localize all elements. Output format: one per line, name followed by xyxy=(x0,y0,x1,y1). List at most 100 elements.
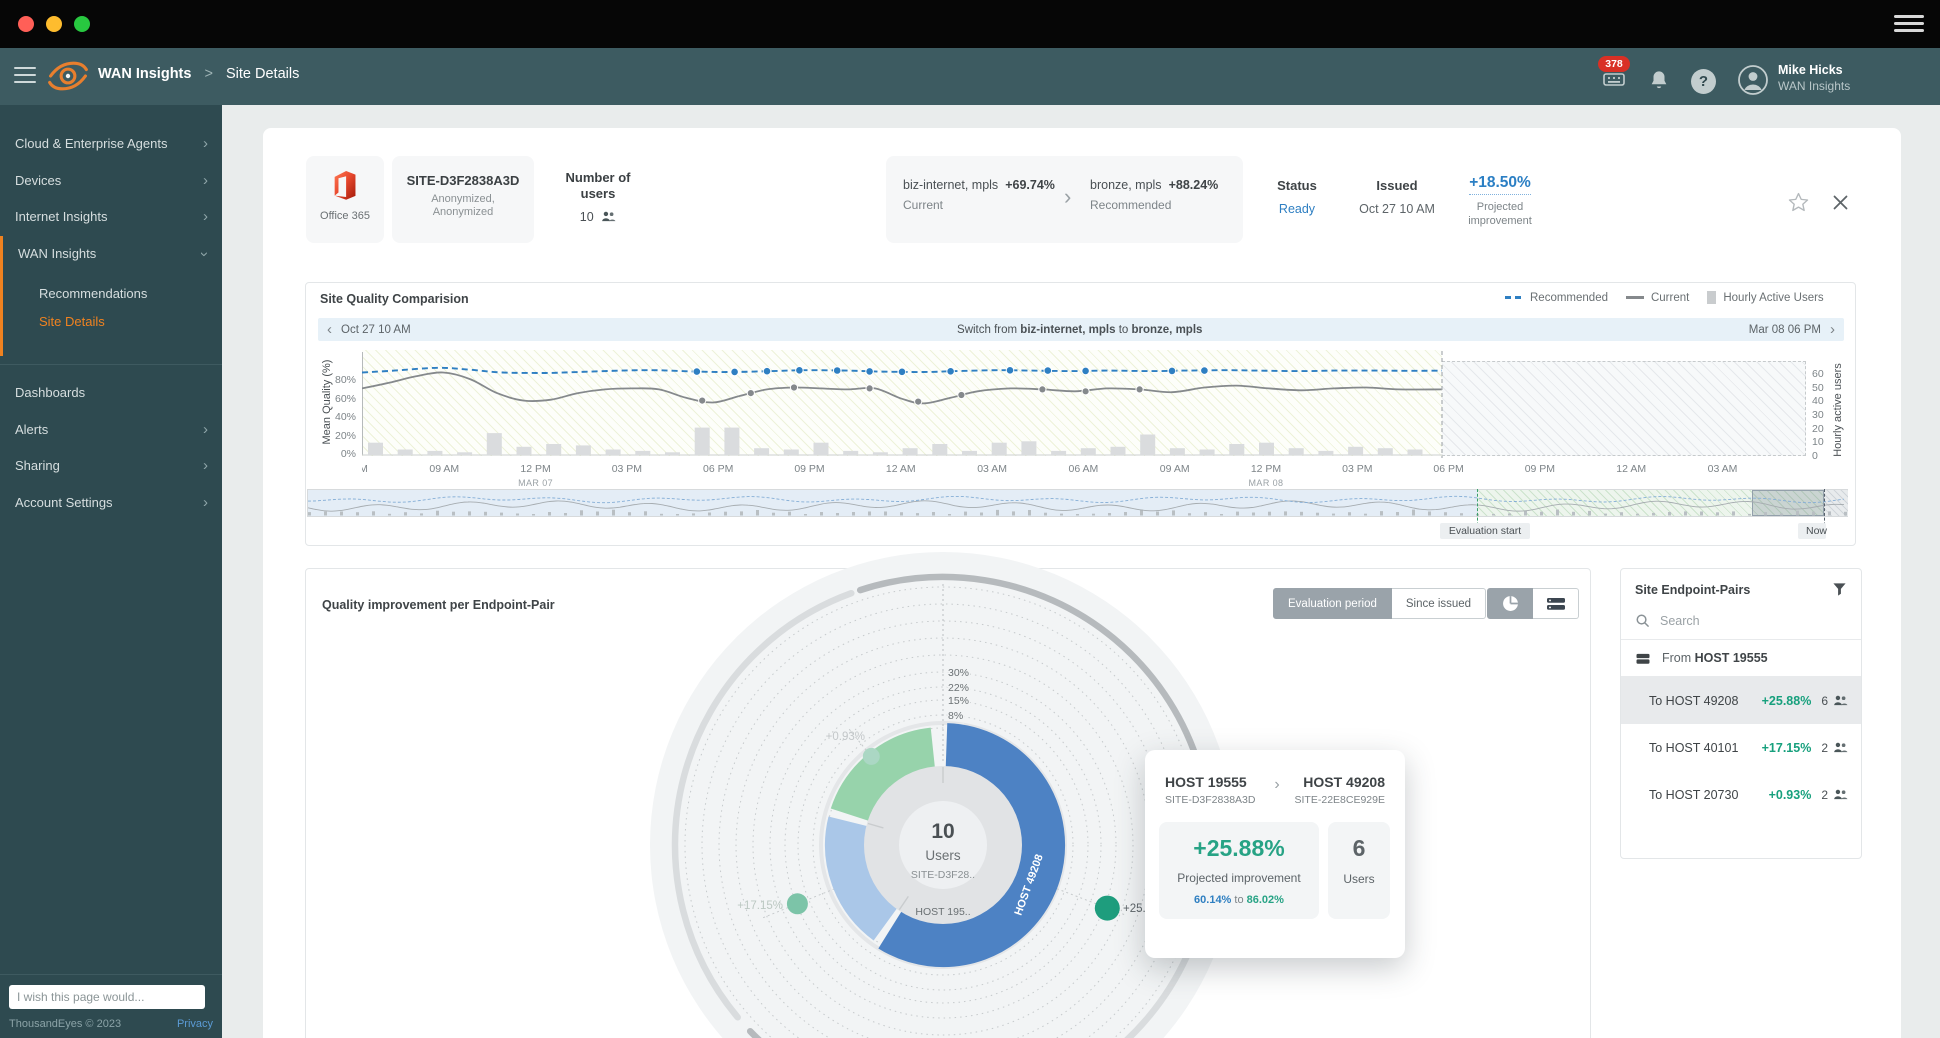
x-tick: 06 PM xyxy=(703,463,733,475)
notifications-bell-icon[interactable] xyxy=(1648,69,1670,98)
issued-label: Issued xyxy=(1352,178,1442,193)
breadcrumb-site-details: Site Details xyxy=(226,66,299,82)
sidebar-item-internet-insights[interactable]: Internet Insights› xyxy=(0,199,222,236)
legend-recommended: Recommended xyxy=(1505,292,1608,304)
view-toggle xyxy=(1487,588,1579,619)
endpoint-pair-row[interactable]: To HOST 20730+0.93%2 xyxy=(1621,771,1861,818)
application-label: Office 365 xyxy=(306,210,384,222)
sidebar-item-sharing[interactable]: Sharing› xyxy=(0,448,222,485)
period-toggle: Evaluation period Since issued xyxy=(1273,588,1486,619)
tooltip-users-box: 6 Users xyxy=(1328,822,1390,919)
since-issued-button[interactable]: Since issued xyxy=(1392,588,1486,619)
svg-text:15%: 15% xyxy=(948,695,969,707)
svg-text:22%: 22% xyxy=(948,682,969,694)
y2-tick: 60 xyxy=(1812,368,1824,380)
x-tick: 12 PM xyxy=(520,463,550,475)
chevron-down-icon: › xyxy=(185,251,222,256)
quality-comparison-chart[interactable] xyxy=(362,348,1808,460)
search-icon xyxy=(1635,613,1650,628)
tooltip-users-label: Users xyxy=(1328,872,1390,886)
sidebar-item-devices[interactable]: Devices› xyxy=(0,163,222,200)
updates-indicator[interactable]: 378 xyxy=(1596,54,1632,87)
radial-view-button[interactable] xyxy=(1487,588,1533,619)
endpoint-search-input[interactable] xyxy=(1660,614,1810,628)
users-icon xyxy=(1833,789,1848,800)
user-avatar[interactable] xyxy=(1738,65,1768,100)
chevron-right-icon: › xyxy=(203,199,208,236)
thousandeyes-logo-icon[interactable] xyxy=(46,57,90,100)
list-view-button[interactable] xyxy=(1533,588,1579,619)
window-minimize-button[interactable] xyxy=(46,16,62,32)
wan-insights-app: WAN Insights > Site Details 378 ? xyxy=(0,0,1940,1038)
chevron-right-icon: › xyxy=(1064,184,1071,210)
feedback-input[interactable] xyxy=(9,985,205,1009)
application-tile[interactable]: Office 365 xyxy=(306,156,384,243)
time-range-bar: ‹ Oct 27 10 AM Switch from biz-internet,… xyxy=(318,318,1844,341)
hamburger-menu-icon[interactable] xyxy=(14,67,36,85)
current-label: Current xyxy=(903,198,1055,212)
sidebar-item-account-settings[interactable]: Account Settings› xyxy=(0,485,222,522)
svg-text:8%: 8% xyxy=(948,710,963,722)
x-tick: 06 AM xyxy=(362,463,368,475)
tooltip-improvement-value: +25.88% xyxy=(1159,835,1319,862)
window-close-button[interactable] xyxy=(18,16,34,32)
breadcrumb-wan-insights[interactable]: WAN Insights xyxy=(98,66,191,82)
bar-swatch xyxy=(1707,291,1716,304)
svg-text:SITE-D3F28..: SITE-D3F28.. xyxy=(911,869,975,881)
filter-funnel-icon[interactable] xyxy=(1832,582,1847,597)
status-label: Status xyxy=(1262,178,1332,193)
sidebar: Cloud & Enterprise Agents›Devices›Intern… xyxy=(0,105,222,1038)
recommended-label: Recommended xyxy=(1090,198,1218,212)
site-tile[interactable]: SITE-D3F2838A3D Anonymized, Anonymized xyxy=(392,156,534,243)
sidebar-item-recommendations[interactable]: Recommendations xyxy=(3,280,222,308)
from-host-name: HOST 19555 xyxy=(1695,651,1768,665)
timeline-minimap[interactable] xyxy=(307,489,1848,517)
range-end: Mar 08 06 PM xyxy=(1749,324,1821,336)
endpoint-pair-row[interactable]: To HOST 40101+17.15%2 xyxy=(1621,724,1861,771)
help-icon[interactable]: ? xyxy=(1691,69,1716,94)
x-tick: 03 PM xyxy=(1342,463,1372,475)
close-icon[interactable] xyxy=(1833,195,1848,215)
chevron-left-icon[interactable]: ‹ xyxy=(318,321,341,338)
current-gain: +69.74% xyxy=(1005,178,1055,192)
sidebar-group-wan-insights: WAN Insights› RecommendationsSite Details xyxy=(0,236,222,357)
site-subtitle-1: Anonymized, xyxy=(392,193,534,206)
endpoint-pairs-title: Site Endpoint-Pairs xyxy=(1635,583,1750,597)
y2-tick: 0 xyxy=(1812,450,1818,462)
sidebar-item-alerts[interactable]: Alerts› xyxy=(0,412,222,449)
window-zoom-button[interactable] xyxy=(74,16,90,32)
y-tick: 0% xyxy=(312,448,356,460)
users-count: 10 xyxy=(580,210,594,224)
sidebar-item-dashboards[interactable]: Dashboards xyxy=(0,375,222,412)
x-tick: 12 AM xyxy=(886,463,916,475)
y2-tick: 20 xyxy=(1812,423,1824,435)
projected-improvement-value[interactable]: +18.50% xyxy=(1469,174,1531,195)
y2-tick: 10 xyxy=(1812,436,1824,448)
y-tick: 60% xyxy=(312,393,356,405)
favorite-star-icon[interactable] xyxy=(1788,192,1809,217)
legend-current: Current xyxy=(1626,292,1689,304)
endpoint-pair-tooltip: HOST 19555 SITE-D3F2838A3D › HOST 49208 … xyxy=(1145,750,1405,958)
range-start: Oct 27 10 AM xyxy=(341,324,411,336)
chevron-right-icon: › xyxy=(203,412,208,449)
sidebar-item-site-details[interactable]: Site Details xyxy=(3,308,222,336)
switch-annotation: Switch from biz-internet, mpls to bronze… xyxy=(411,324,1749,336)
number-of-users: Number of users 10 xyxy=(552,170,644,224)
legend-hourly-users: Hourly Active Users xyxy=(1707,291,1823,304)
x-tick: 09 AM xyxy=(1160,463,1190,475)
sidebar-item-wan-insights[interactable]: WAN Insights› xyxy=(3,236,222,273)
tooltip-quality-range: 60.14% to 86.02% xyxy=(1159,894,1319,906)
sidebar-item-cloud-enterprise-agents[interactable]: Cloud & Enterprise Agents› xyxy=(0,126,222,163)
chevron-right-icon: › xyxy=(203,126,208,163)
issued-block: Issued Oct 27 10 AM xyxy=(1352,178,1442,216)
breadcrumb: WAN Insights > Site Details xyxy=(98,66,299,82)
from-host-row: From HOST 19555 xyxy=(1621,640,1861,677)
users-icon xyxy=(1833,695,1848,706)
site-name: SITE-D3F2838A3D xyxy=(392,173,534,188)
browser-menu-icon[interactable] xyxy=(1894,15,1924,33)
endpoint-pair-row[interactable]: To HOST 49208+25.88%6 xyxy=(1621,677,1861,724)
device-tray-icon xyxy=(1603,73,1625,87)
chevron-right-icon[interactable]: › xyxy=(1821,321,1844,338)
privacy-link[interactable]: Privacy xyxy=(177,1018,213,1030)
user-name: Mike Hicks xyxy=(1778,63,1843,77)
